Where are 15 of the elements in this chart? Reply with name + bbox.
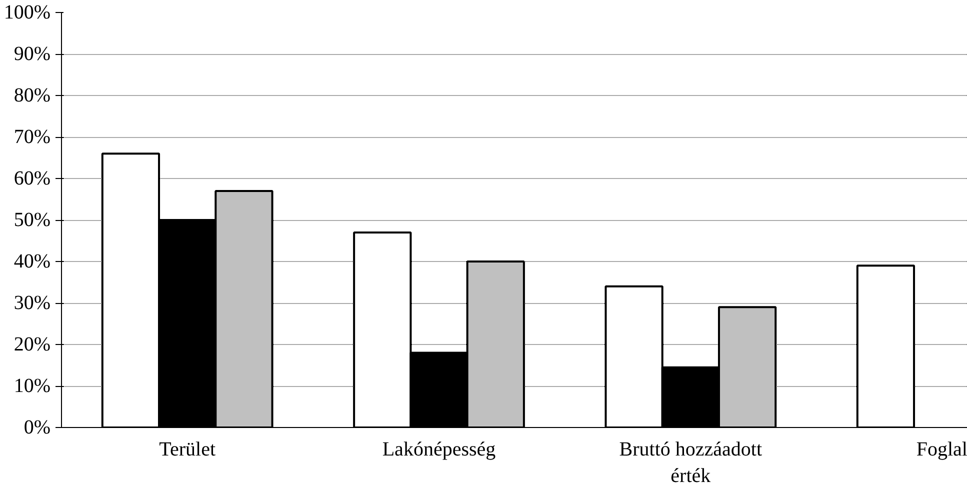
x-tick-label: Lakónépesség xyxy=(382,438,496,460)
y-tick-label: 30% xyxy=(14,292,51,314)
y-tick-label: 80% xyxy=(14,84,51,106)
y-tick-label: 10% xyxy=(14,375,51,397)
y-tick-label: 90% xyxy=(14,43,51,65)
y-tick-label: 100% xyxy=(4,2,51,24)
y-tick-label: 60% xyxy=(14,168,51,190)
x-tick-label: Bruttó hozzáadott érték xyxy=(619,438,762,487)
y-tick-label: 20% xyxy=(14,334,51,356)
x-tick-label: Terület xyxy=(159,438,216,460)
y-tick-label: 70% xyxy=(14,126,51,148)
y-tick-label: 50% xyxy=(14,209,51,231)
x-tick-label: Foglal xyxy=(916,438,967,460)
y-tick-label: 0% xyxy=(24,416,51,438)
y-tick-label: 40% xyxy=(14,250,51,272)
